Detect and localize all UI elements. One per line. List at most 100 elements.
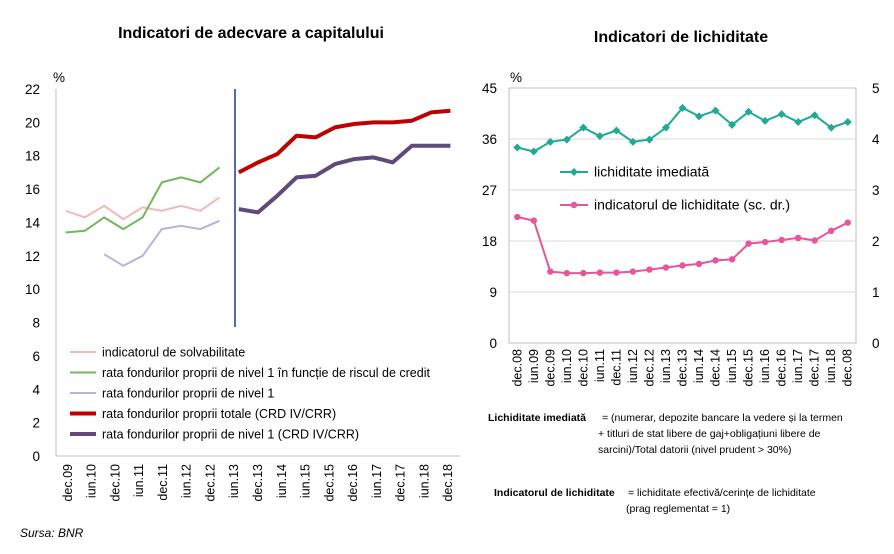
right-series-point-circle [794,234,802,242]
note-definition-line: = (numerar, depozite bancare la vedere ș… [602,412,843,424]
right-series-line-0 [517,106,849,153]
left-legend-label: rata fondurilor proprii de nivel 1 în fu… [102,366,430,380]
right-series-point-circle [761,238,769,246]
right-x-tick-label: dec.08 [841,349,855,387]
right-series-point-circle [547,268,554,275]
right-series-point-circle [844,219,851,226]
left-series-line-1 [65,166,221,234]
right-series-point-circle [580,269,587,277]
right-x-tick-label: dec.16 [775,349,789,387]
right-series-point-diamond [794,118,803,126]
left-x-tick-label: iun.15 [299,464,313,498]
right-x-tick-label: dec.17 [808,349,822,387]
left-y-unit: % [53,70,65,85]
right-series-point-diamond [562,135,571,144]
source-note: Sursa: BNR [20,526,84,540]
right-legend-marker [570,168,578,176]
note-term: Lichiditate imediată [488,412,586,424]
right-x-tick-label: iun.09 [527,349,541,383]
right-legend-label: indicatorul de lichiditate (sc. dr.) [594,197,790,213]
right-legend: lichiditate imediată indicatorul de lichi… [560,164,790,213]
left-y-tick-label: 2 [32,416,40,431]
right-x-tick-label: iun.17 [791,349,805,383]
note-definition-line: + titluri de stat libere de gaj+obligați… [598,428,821,440]
left-x-tick-label: dec.17 [394,464,408,502]
left-x-tick-label: dec.13 [251,464,265,502]
right-y-tick-label: 45 [482,81,497,96]
right-y2-tick-label: 3 [872,183,880,198]
definition-notes: Lichiditate imediată = (numerar, depozite… [488,412,843,515]
note-term: Indicatorul de lichiditate [494,487,615,499]
left-x-tick-label: iun.13 [227,464,241,498]
right-y2-tick-label: 0 [872,336,880,351]
right-series-point-diamond [695,112,704,121]
right-x-tick-label: dec.14 [709,349,723,387]
left-x-tick-label: dec.10 [108,464,122,502]
right-series-point-diamond [777,110,786,119]
right-series-point-circle [646,266,653,273]
left-x-tick-label: dec.09 [61,464,75,502]
right-series-point-circle [679,262,686,269]
right-series-point-diamond [628,137,637,146]
left-x-tick-label: iun.18 [417,464,431,498]
right-series-point-diamond [661,123,670,132]
left-y-tick-label: 14 [25,215,41,230]
right-series-point-diamond [744,107,753,116]
left-legend-label: indicatorul de solvabilitate [102,346,245,360]
right-x-tick-label: iun.10 [560,349,574,383]
right-legend-label: lichiditate imediată [594,164,709,180]
capital-adequacy-chart: Indicatori de adecvare a capitalului % 0… [25,25,460,502]
right-series-point-diamond [728,120,737,129]
right-series-point-diamond [678,103,687,112]
left-x-tick-label: iun.14 [275,464,289,498]
note-definition-line: (prag reglementat = 1) [626,503,730,515]
note-definition-line: sarcini)/Total datorii (nivel prudent > … [598,444,791,456]
right-y2-tick-label: 5 [872,81,880,96]
right-series-point-circle [728,256,736,263]
right-series-point-diamond [645,135,654,144]
right-series-point-diamond [595,132,604,141]
right-x-tick-label: dec.13 [676,349,690,387]
right-x-tick-label: iun.14 [692,349,706,383]
right-series-point-diamond [546,137,555,146]
left-y-tick-label: 8 [32,316,40,331]
right-series-point-circle [828,227,835,234]
right-y-tick-label: 0 [489,336,497,351]
right-series-point-diamond [579,123,588,132]
left-x-tick-label: dec.12 [203,464,217,502]
right-series-point-circle [778,236,785,244]
right-series-point-circle [811,237,818,244]
right-series-point-diamond [612,126,621,135]
right-x-tick-label: iun.12 [626,349,640,383]
right-series-point-circle [745,240,752,247]
right-y2-tick-label: 1 [872,285,880,300]
right-y-tick-label: 36 [482,132,497,147]
right-series-point-circle [596,269,604,276]
left-y-tick-label: 6 [32,349,40,364]
note-definition-line: = lichiditate efectivă/cerințe de lichid… [628,487,816,499]
left-series-line-4 [238,143,451,215]
right-series-point-diamond [513,143,522,152]
left-x-tick-label: iun.17 [370,464,384,498]
right-series-point-diamond [810,111,819,120]
left-legend-label: rata fondurilor proprii de nivel 1 (CRD … [102,428,359,442]
right-series-point-circle [563,269,571,277]
right-x-tick-label: iun.18 [824,349,838,383]
left-x-tick-label: dec.11 [156,464,170,501]
right-series-point-circle [514,213,521,221]
right-series-point-diamond [529,147,538,156]
left-y-tick-label: 4 [32,382,40,397]
left-legend-label: rata fondurilor proprii totale (CRD IV/C… [102,407,336,421]
right-x-tick-label: dec.10 [576,349,590,387]
right-x-tick-label: dec.08 [510,349,524,387]
left-y-tick-label: 10 [25,282,40,297]
right-chart-title: Indicatori de lichiditate [594,29,768,46]
right-y-tick-label: 18 [482,234,497,249]
right-series-point-circle [695,260,703,268]
left-series-line-0 [65,196,221,221]
left-x-tick-label: iun.11 [132,464,146,497]
right-x-tick-label: dec.09 [543,349,557,387]
right-series-point-circle [629,268,637,275]
left-x-tick-label: iun.12 [180,464,194,498]
